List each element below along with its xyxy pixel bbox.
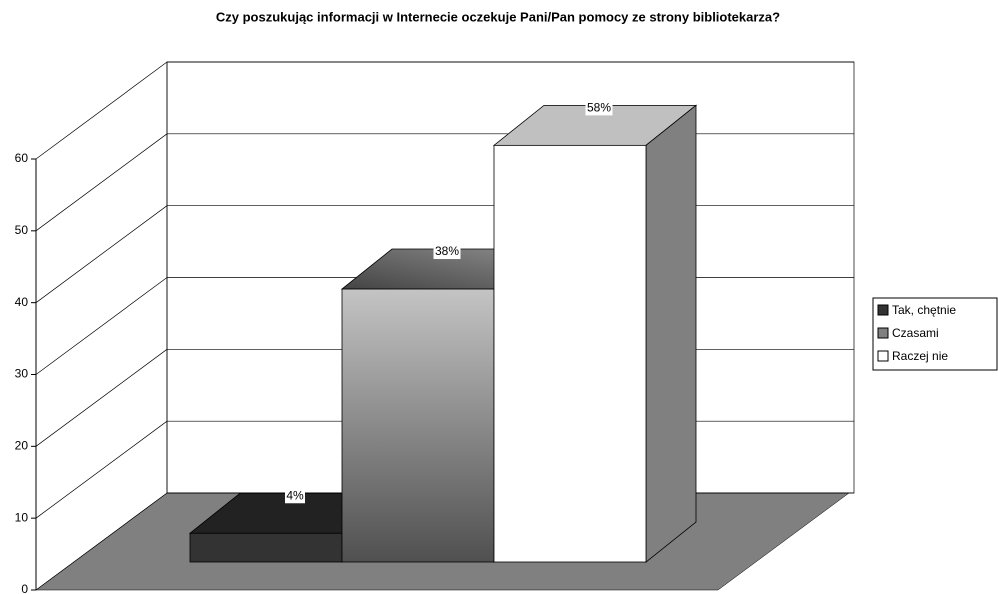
legend-swatch <box>877 304 889 316</box>
legend <box>872 297 998 371</box>
data-label: 58% <box>587 101 611 115</box>
legend-label: Tak, chętnie <box>892 303 956 317</box>
legend-swatch <box>877 350 889 362</box>
grid-line <box>35 205 168 303</box>
y-tick-label: 60 <box>15 151 29 165</box>
bar-side <box>645 104 697 563</box>
legend-label: Raczej nie <box>892 349 948 363</box>
y-tick-label: 50 <box>15 223 29 237</box>
chart-title: Czy poszukując informacji w Internecie o… <box>216 9 780 24</box>
y-tick-label: 40 <box>15 295 29 309</box>
data-label-box <box>585 99 613 116</box>
data-label-box <box>433 243 461 260</box>
bar <box>493 144 647 563</box>
grid-line <box>35 492 168 591</box>
grid-line <box>35 420 168 519</box>
legend-label: Czasami <box>892 326 939 340</box>
y-tick-label: 30 <box>15 367 29 381</box>
grid-line <box>35 133 168 232</box>
grid-line <box>35 277 168 375</box>
legend-swatch <box>877 327 889 339</box>
data-label: 38% <box>435 244 459 258</box>
bar <box>341 288 495 563</box>
grid-line <box>35 61 168 160</box>
y-tick-label: 20 <box>15 439 29 453</box>
data-label-box <box>285 487 305 504</box>
grid-line <box>35 349 168 447</box>
bar <box>189 532 343 563</box>
y-tick-label: 10 <box>15 510 29 524</box>
y-tick-label: 0 <box>21 582 28 594</box>
data-label: 4% <box>286 488 304 502</box>
